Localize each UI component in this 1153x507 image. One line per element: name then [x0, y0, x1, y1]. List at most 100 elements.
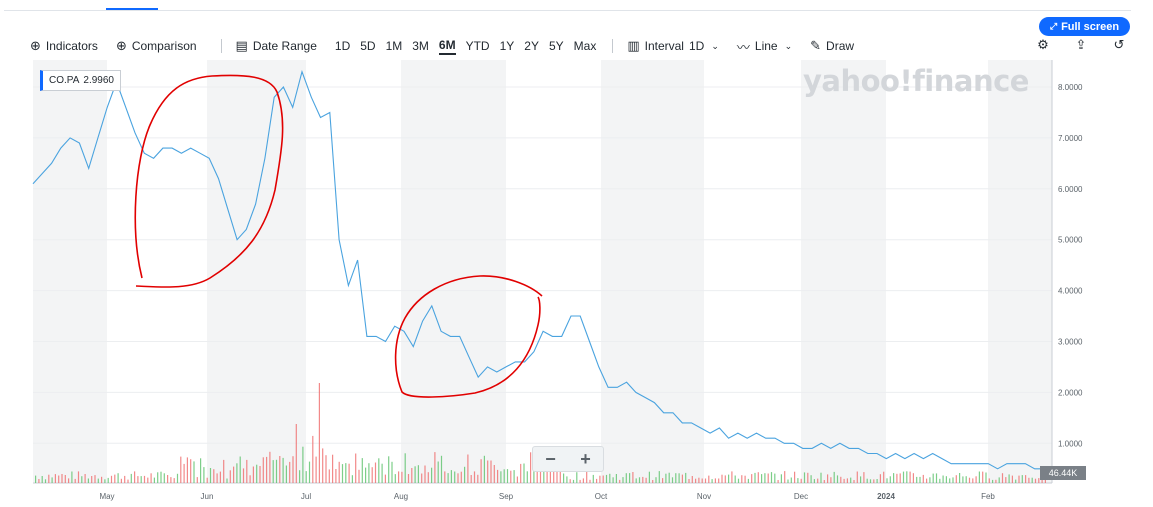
- volume-bar: [823, 480, 825, 483]
- volume-bar: [698, 477, 700, 483]
- volume-bar: [378, 458, 380, 483]
- volume-bar: [147, 477, 149, 483]
- interval-select[interactable]: ▥ Interval 1D ⌄: [627, 38, 719, 54]
- volume-bar: [968, 477, 971, 483]
- volume-bar: [1031, 477, 1033, 483]
- volume-bar: [279, 456, 281, 483]
- line-chart-icon: 〰: [736, 39, 750, 55]
- candle-icon: ▥: [627, 38, 640, 53]
- x-tick-label: Sep: [499, 492, 514, 501]
- range-3m[interactable]: 3M: [412, 39, 429, 53]
- volume-bar: [193, 461, 195, 483]
- volume-bar: [1021, 475, 1023, 483]
- y-tick-label: 5.0000: [1058, 236, 1083, 245]
- volume-bar: [645, 477, 647, 483]
- ticker-badge[interactable]: CO.PA 2.9960: [40, 70, 121, 91]
- range-1m[interactable]: 1M: [385, 39, 403, 53]
- range-max[interactable]: Max: [573, 39, 597, 53]
- x-tick-label: 2024: [877, 492, 895, 501]
- range-2y[interactable]: 2Y: [524, 39, 539, 53]
- volume-bar: [952, 477, 954, 483]
- volume-bar: [563, 473, 565, 483]
- volume-bar: [206, 477, 208, 483]
- volume-bar: [523, 463, 525, 483]
- volume-bar: [120, 478, 122, 483]
- y-tick-label: 1.0000: [1058, 439, 1083, 448]
- volume-bar: [1011, 475, 1013, 483]
- volume-bar: [671, 477, 674, 483]
- month-band: [207, 60, 306, 483]
- volume-bar: [285, 465, 287, 483]
- volume-bar: [219, 471, 221, 483]
- pencil-icon: ✎: [810, 38, 822, 53]
- grid-lines: [33, 60, 1053, 484]
- volume-bar: [1038, 478, 1040, 483]
- volume-bar: [668, 472, 670, 483]
- volume-bar: [226, 478, 228, 483]
- volume-bar: [846, 478, 848, 483]
- comparison-button[interactable]: ⊕ Comparison: [116, 38, 197, 54]
- volume-bar: [860, 476, 862, 483]
- volume-bar: [246, 459, 248, 483]
- chart-type-select[interactable]: 〰 Line ⌄: [737, 37, 792, 56]
- price-chart[interactable]: 8.0000 7.0000 6.0000 5.0000 4.0000 3.0000 2.00…: [0, 60, 1153, 507]
- date-range-button[interactable]: ▤ Date Range: [236, 38, 317, 54]
- volume-bar: [163, 473, 165, 483]
- comparison-label: Comparison: [131, 39, 197, 53]
- volume-bar: [94, 475, 96, 483]
- volume-bar: [384, 474, 386, 483]
- volume-bar: [909, 471, 911, 483]
- range-1y[interactable]: 1Y: [499, 39, 515, 53]
- draw-button[interactable]: ✎ Draw: [810, 38, 854, 54]
- volume-bar: [959, 473, 961, 483]
- full-screen-label: Full screen: [1061, 20, 1120, 33]
- volume-bar: [599, 475, 601, 483]
- range-6m[interactable]: 6M: [438, 38, 456, 55]
- volume-bar: [510, 470, 512, 483]
- volume-bar: [74, 478, 76, 483]
- indicators-button[interactable]: ⊕ Indicators: [30, 38, 98, 54]
- volume-bar: [916, 476, 918, 483]
- reset-icon[interactable]: ↺: [1113, 37, 1125, 52]
- volume-bar: [817, 478, 819, 483]
- month-band: [988, 60, 1052, 483]
- volume-bar: [711, 479, 713, 483]
- volume-bar: [704, 478, 707, 483]
- zoom-out-button[interactable]: −: [545, 448, 556, 469]
- x-tick-label: Jul: [301, 492, 311, 501]
- volume-bar: [780, 474, 782, 483]
- volume-bar: [134, 471, 136, 483]
- volume-bar: [44, 479, 47, 483]
- volume-bar: [341, 464, 344, 483]
- zoom-in-button[interactable]: +: [580, 448, 591, 469]
- volume-bar: [394, 474, 396, 483]
- volume-bar: [596, 478, 598, 483]
- settings-gear-icon[interactable]: ⚙: [1037, 37, 1049, 52]
- volume-bar: [612, 477, 614, 483]
- volume-bar: [104, 479, 106, 483]
- volume-bar: [490, 460, 492, 483]
- volume-bar: [869, 479, 872, 483]
- volume-bar: [794, 471, 796, 483]
- volume-bar: [526, 471, 528, 483]
- annotation-circle-1: [134, 74, 284, 288]
- volume-bar: [117, 473, 119, 483]
- range-1d[interactable]: 1D: [334, 39, 351, 53]
- share-icon[interactable]: ⇪: [1075, 37, 1087, 52]
- range-5y[interactable]: 5Y: [548, 39, 564, 53]
- volume-bar: [355, 453, 357, 483]
- volume-bar: [988, 478, 990, 483]
- volume-bar: [609, 473, 611, 483]
- volume-bar: [662, 478, 664, 483]
- range-5d[interactable]: 5D: [360, 39, 376, 53]
- volume-bar: [124, 475, 126, 483]
- volume-bar: [754, 472, 756, 483]
- volume-bar: [658, 471, 660, 483]
- range-ytd[interactable]: YTD: [465, 39, 490, 53]
- volume-bar: [160, 471, 162, 483]
- month-band: [801, 60, 886, 483]
- full-screen-button[interactable]: ⤢ Full screen: [1039, 17, 1130, 36]
- volume-bar: [411, 468, 413, 483]
- volume-bar: [381, 463, 383, 483]
- volume-bar: [467, 454, 469, 483]
